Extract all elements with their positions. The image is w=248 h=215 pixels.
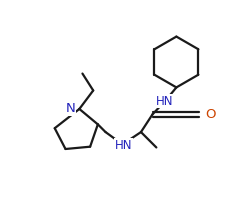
Text: HN: HN [156,95,174,108]
Text: N: N [66,103,75,115]
Text: O: O [206,108,216,121]
Text: HN: HN [115,139,132,152]
